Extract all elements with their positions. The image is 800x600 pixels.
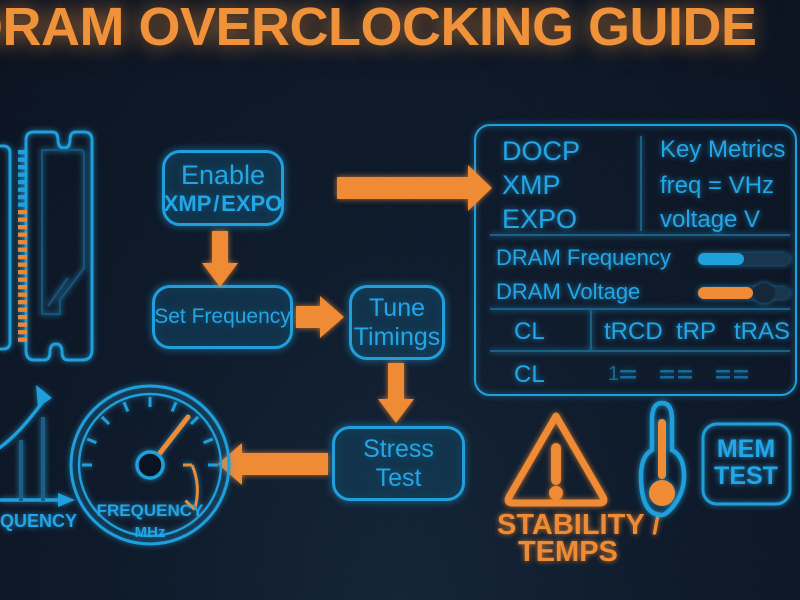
svg-text:FREQUENCY: FREQUENCY — [97, 501, 204, 520]
svg-text:MHz: MHz — [135, 524, 166, 541]
